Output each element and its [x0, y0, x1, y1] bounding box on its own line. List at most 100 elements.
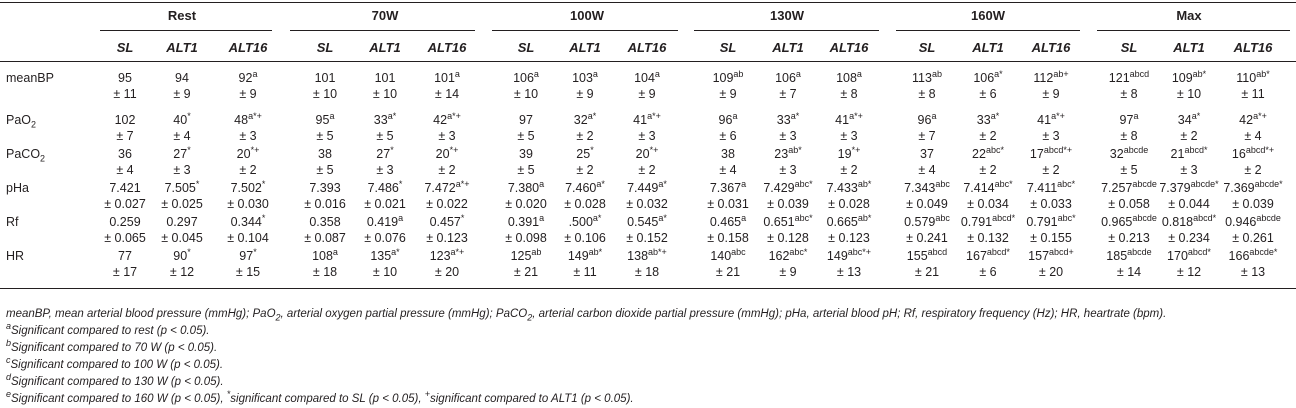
significance-marker: abcd* — [992, 212, 1016, 223]
significance-marker: a*+ — [1051, 110, 1065, 121]
table-cell: 7.460a* ± 0.028 — [564, 179, 606, 212]
cell-mean: 102 — [114, 113, 136, 127]
cell-mean: 0.457 — [429, 215, 461, 229]
cell-mean: 7.502 — [230, 181, 262, 195]
cell-mean: 155 — [906, 249, 928, 263]
cell-sd: ± 8 — [840, 87, 858, 101]
cell-mean: 34 — [1177, 113, 1192, 127]
cell-mean: 0.818 — [1161, 215, 1194, 229]
cell-mean: 25 — [576, 147, 591, 161]
cell-mean: 95 — [315, 113, 330, 127]
significance-marker: * — [390, 144, 394, 155]
cell-mean: 33 — [976, 113, 991, 127]
cell-sd: ± 14 — [434, 87, 460, 101]
significance-marker: abcde — [1132, 178, 1157, 189]
cell-sd: ± 3 — [239, 129, 257, 143]
table-cell: 41a*+ ± 3 — [1037, 110, 1065, 144]
cell-mean: 108 — [312, 249, 333, 263]
significance-marker: ab — [931, 68, 942, 79]
significance-marker: abcde — [1127, 246, 1152, 257]
cell-sd: ± 6 — [719, 129, 737, 143]
table-cell: 108a ± 8 — [836, 69, 862, 102]
cell-mean: 27 — [376, 147, 391, 161]
group-header: Rest — [167, 8, 197, 23]
cell-mean: 125 — [510, 249, 532, 263]
significance-marker: * — [460, 212, 465, 223]
table-cell: 101 ± 10 — [373, 70, 397, 102]
table-cell: 38 ± 5 — [316, 146, 333, 178]
cell-mean: 7.369 — [1223, 181, 1255, 195]
cell-mean: 157 — [1028, 249, 1050, 263]
cell-mean: 7.343 — [904, 181, 936, 195]
column-subheader: ALT16 — [627, 40, 667, 55]
table-cell: 27* ± 3 — [173, 145, 190, 178]
cell-sd: ± 13 — [1240, 265, 1266, 279]
cell-mean: 7.367 — [709, 181, 742, 195]
table-cell: 149abc*+ ± 13 — [826, 247, 871, 280]
significance-marker: abcd* — [986, 246, 1010, 257]
column-subheader: ALT1 — [569, 40, 601, 55]
cell-sd: ± 10 — [513, 87, 539, 101]
significance-marker: * — [261, 212, 266, 223]
row-label: Rf — [6, 214, 19, 230]
row-label-text: meanBP — [6, 71, 54, 85]
cell-sd: ± 11 — [1241, 87, 1265, 101]
cell-mean: 138 — [627, 249, 649, 263]
cell-sd: ± 2 — [638, 163, 656, 177]
cell-mean: 0.579 — [904, 215, 936, 229]
cell-sd: ± 0.058 — [1108, 197, 1150, 211]
table-cell: 101 ± 10 — [313, 70, 337, 102]
cell-mean: 41 — [1037, 113, 1052, 127]
significance-marker: a — [329, 110, 335, 121]
table-cell: 0.965abcde ± 0.213 — [1101, 213, 1157, 246]
table-top-rule — [0, 2, 1296, 3]
cell-mean: 22 — [972, 147, 986, 161]
significance-marker: * — [195, 178, 200, 189]
cell-mean: 7.411 — [1026, 181, 1058, 195]
cell-sd: ± 0.025 — [161, 197, 203, 211]
cell-mean: 109 — [1171, 71, 1193, 85]
table-cell: 113ab ± 8 — [912, 68, 942, 102]
significance-marker: a — [1133, 110, 1139, 121]
column-subheader: ALT16 — [427, 40, 467, 55]
table-cell: 77 ± 17 — [113, 248, 137, 280]
cell-sd: ± 5 — [376, 129, 394, 143]
cell-sd: ± 10 — [372, 87, 398, 101]
significance-marker: a* — [587, 110, 597, 121]
cell-sd: ± 18 — [634, 265, 660, 279]
cell-sd: ± 21 — [715, 265, 741, 279]
table-cell: 21abcd* ± 3 — [1171, 145, 1208, 178]
cell-mean: 27 — [173, 147, 188, 161]
group-underline — [100, 30, 272, 31]
table-cell: 37 ± 4 — [918, 146, 935, 178]
table-cell: 95 ± 11 — [113, 70, 136, 102]
footnote-marker: b — [6, 338, 12, 349]
cell-mean: 7.257 — [1101, 181, 1133, 195]
cell-sd: ± 3 — [438, 129, 456, 143]
significance-marker: a* — [391, 246, 400, 257]
column-subheader: ALT1 — [369, 40, 401, 55]
table-bottom-rule — [0, 288, 1296, 289]
table-cell: 27* ± 3 — [376, 144, 394, 178]
table-cell: 123a*+ ± 20 — [430, 247, 465, 280]
table-cell: 0.665ab* ± 0.123 — [827, 213, 872, 246]
cell-sd: ± 4 — [173, 129, 191, 143]
cell-mean: 20 — [236, 147, 251, 161]
cell-mean: 7.449 — [627, 181, 659, 195]
table-cell: 33a* ± 5 — [374, 111, 396, 144]
cell-mean: 20 — [635, 147, 650, 161]
significance-marker: a*+ — [1253, 110, 1267, 121]
cell-mean: 149 — [826, 249, 848, 263]
footnote-text: significant compared to SL (p < 0.05), — [230, 393, 425, 405]
significance-marker: abcd — [1129, 68, 1150, 79]
cell-sd: ± 9 — [719, 87, 737, 101]
table-cell: 32a* ± 2 — [574, 110, 597, 144]
cell-sd: ± 0.104 — [227, 231, 269, 245]
cell-mean: 140 — [710, 249, 732, 263]
cell-mean: 48 — [234, 113, 249, 127]
column-subheader: ALT1 — [972, 40, 1004, 55]
cell-sd: ± 0.032 — [626, 197, 668, 211]
footnote-subscript: 2 — [527, 312, 533, 323]
table-cell: 135a* ± 10 — [370, 246, 400, 280]
cell-sd: ± 0.106 — [564, 231, 606, 245]
